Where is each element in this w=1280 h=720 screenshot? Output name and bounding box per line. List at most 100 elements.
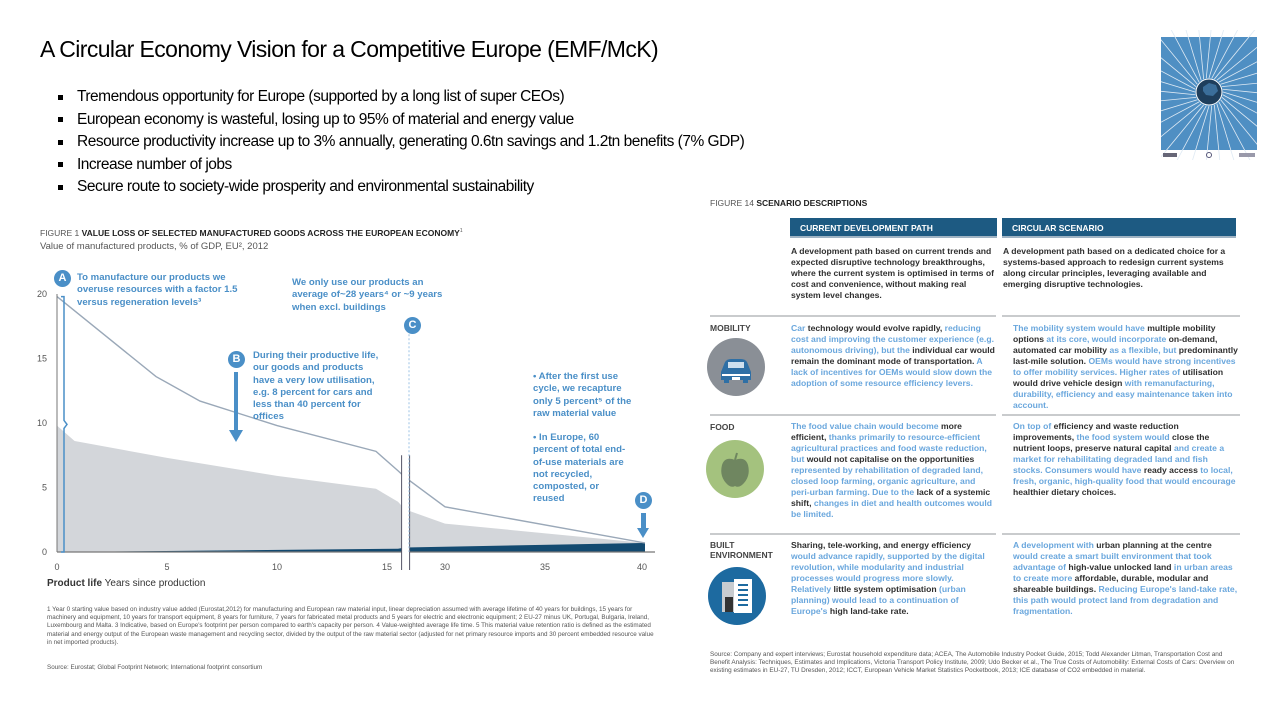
- x-axis-label-bold: Product life: [47, 578, 103, 589]
- built-current: Sharing, tele-working, and energy effici…: [791, 540, 996, 617]
- figure-label: FIGURE 14: [710, 198, 754, 208]
- figure-title: VALUE LOSS OF SELECTED MANUFACTURED GOOD…: [81, 228, 460, 238]
- highlight-text: The food value chain would become: [791, 421, 941, 431]
- arrow-d-icon: [641, 513, 646, 530]
- y-tick-label: 10: [37, 418, 47, 428]
- emphasis-text: more efficient,: [791, 421, 962, 442]
- highlight-text: The mobility system would have: [1013, 323, 1148, 333]
- marker-c: C: [404, 317, 421, 334]
- figure-title: SCENARIO DESCRIPTIONS: [756, 198, 868, 208]
- arrow-b-icon: [234, 372, 238, 432]
- emphasis-text: affordable, durable, modular and shareab…: [1013, 573, 1209, 594]
- figure1-subtitle: Value of manufactured products, % of GDP…: [40, 241, 269, 252]
- emphasis-text: technology would evolve rapidly,: [805, 323, 945, 333]
- annotation-a: To manufacture our products we overuse r…: [77, 272, 238, 308]
- bracket-a: [61, 295, 68, 553]
- emphasis-text: Sharing, tele-working, and energy effici…: [791, 540, 972, 550]
- marker-b: B: [228, 351, 245, 368]
- figure14-title: FIGURE 14 SCENARIO DESCRIPTIONS: [710, 198, 867, 208]
- y-tick-label: 15: [37, 354, 47, 364]
- highlight-text: OEMs would have strong incentives to off…: [1013, 356, 1236, 377]
- annotation-d1: • After the first use cycle, we recaptur…: [533, 371, 632, 419]
- x-tick-label: 15: [382, 562, 392, 572]
- column-header-circular: CIRCULAR SCENARIO: [1002, 218, 1236, 238]
- highlight-text: thanks primarily to resource-efficient a…: [791, 432, 987, 464]
- marker-a: A: [54, 270, 71, 287]
- value-loss-chart: 0 5 10 15 20 0 5 10 15 30 35 40: [37, 289, 655, 572]
- bullet-text: Secure route to society-wide prosperity …: [77, 178, 534, 196]
- apple-icon: [706, 440, 764, 498]
- figure1-source: Source: Eurostat; Global Footprint Netwo…: [47, 664, 263, 671]
- food-circular: On top of efficiency and waste reduction…: [1013, 421, 1238, 498]
- annotation-b: During their productive life, our goods …: [253, 350, 379, 423]
- highlight-text: Reducing Europe's land-take rate, this p…: [1013, 584, 1238, 616]
- x-tick-label: 5: [164, 562, 169, 572]
- footnote-mark: 1: [459, 228, 463, 235]
- emphasis-text: close the nutrient loops, preserve natur…: [1013, 432, 1210, 453]
- bullet-icon: [58, 184, 63, 190]
- x-tick-label: 30: [440, 562, 450, 572]
- highlight-text: with remanufacturing, durability, effici…: [1013, 378, 1233, 410]
- highlight-text: On top of: [1013, 421, 1054, 431]
- bullet-text: European economy is wasteful, losing up …: [77, 110, 574, 128]
- bullet-item: Increase number of jobs: [58, 154, 744, 177]
- highlight-text: the food system would: [1074, 432, 1173, 442]
- bullet-item: Tremendous opportunity for Europe (suppo…: [58, 86, 744, 109]
- built-circular: A development with urban planning at the…: [1013, 540, 1238, 617]
- figure1-title: FIGURE 1 VALUE LOSS OF SELECTED MANUFACT…: [40, 228, 463, 238]
- bullet-text: Increase number of jobs: [77, 155, 232, 173]
- intro-current: A development path based on current tren…: [791, 246, 996, 301]
- y-tick-label: 5: [42, 483, 47, 493]
- bullet-icon: [58, 94, 63, 100]
- y-tick-label: 20: [37, 289, 47, 299]
- bullet-text: Resource productivity increase up to 3% …: [77, 133, 745, 151]
- y-tick-label: 0: [42, 547, 47, 557]
- row-divider: [710, 315, 996, 317]
- building-icon: [708, 567, 766, 625]
- highlight-text: (urban planning) would lead to a continu…: [791, 584, 966, 616]
- highlight-text: as a flexible, but: [1107, 345, 1179, 355]
- highlight-text: in urban areas to create more: [1013, 562, 1233, 583]
- x-axis-label: Product life Years since production: [47, 578, 205, 589]
- row-divider: [710, 414, 996, 416]
- report-cover-image: [1119, 2, 1280, 182]
- x-tick-label: 40: [637, 562, 647, 572]
- dark-area-series: [57, 542, 645, 552]
- emphasis-text: little system optimisation: [833, 584, 937, 594]
- emphasis-text: lack of a systemic shift,: [791, 487, 991, 508]
- x-axis-label-text: Years since production: [104, 578, 206, 589]
- highlight-text: to local, fresh, organic, high-quality f…: [1013, 465, 1236, 486]
- emphasis-text: multiple mobility options: [1013, 323, 1216, 344]
- food-current: The food value chain would become more e…: [791, 421, 996, 520]
- emphasis-text: A development path based on a dedicated …: [1003, 246, 1226, 289]
- highlight-text: and create a market for rehabilitating d…: [1013, 443, 1225, 475]
- highlight-text: would advance rapidly, supported by the …: [791, 551, 985, 594]
- figure-label: FIGURE 1: [40, 228, 80, 238]
- row-divider: [1002, 315, 1240, 317]
- bullet-text: Tremendous opportunity for Europe (suppo…: [77, 88, 565, 106]
- highlight-text: changes in diet and health outcomes woul…: [791, 498, 993, 519]
- emphasis-text: would not capitalise on the opportunitie…: [806, 454, 975, 464]
- arrow-d-head-icon: [637, 528, 649, 538]
- annotation-c: We only use our products an average of~2…: [292, 277, 443, 313]
- bullet-icon: [58, 139, 63, 145]
- figure14-source: Source: Company and expert interviews; E…: [710, 651, 1235, 675]
- bullet-item: Resource productivity increase up to 3% …: [58, 131, 745, 154]
- row-label-built-environment: BUILT ENVIRONMENT: [710, 540, 773, 560]
- column-header-current: CURRENT DEVELOPMENT PATH: [790, 218, 997, 238]
- annotation-d2: • In Europe, 60 percent of total end-of-…: [533, 432, 626, 505]
- row-divider: [1002, 414, 1240, 416]
- x-tick-label: 0: [54, 562, 59, 572]
- slide-title: A Circular Economy Vision for a Competit…: [40, 36, 659, 62]
- highlight-text: reducing cost and improving the customer…: [791, 323, 994, 355]
- highlight-text: A lack of incentives for OEMs would slow…: [791, 356, 993, 388]
- highlight-text: at its core, would incorporate: [1044, 334, 1169, 344]
- arrow-b-head-icon: [229, 430, 243, 442]
- emphasis-text: A development path based on current tren…: [791, 246, 994, 300]
- mobility-current: Car technology would evolve rapidly, red…: [791, 323, 996, 389]
- emphasis-text: individual car would remain the dominant…: [791, 345, 995, 366]
- bullet-icon: [58, 117, 63, 123]
- emphasis-text: utilisation would drive vehicle design: [1013, 367, 1224, 388]
- x-tick-label: 10: [272, 562, 282, 572]
- value-line-series: [56, 296, 646, 544]
